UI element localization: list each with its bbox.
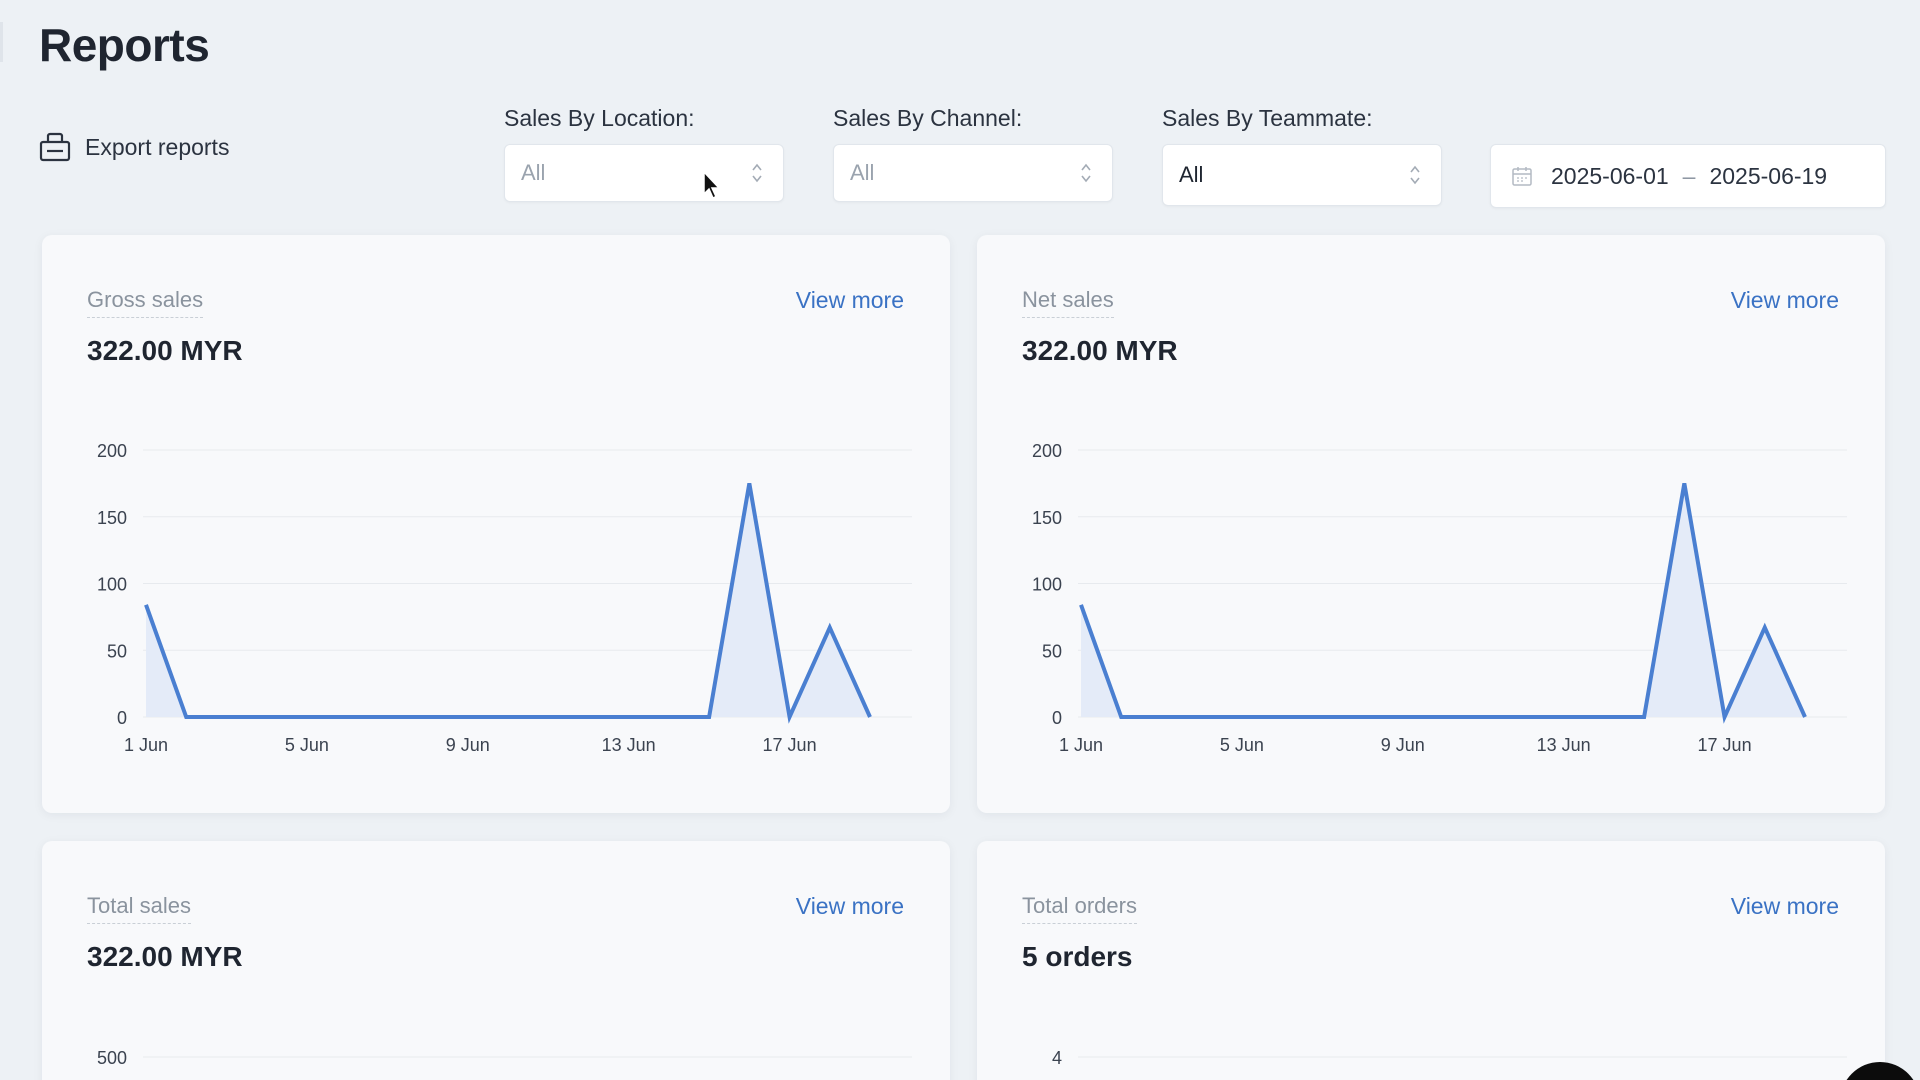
total-orders-chart: 4: [1052, 1048, 1847, 1068]
view-more-link[interactable]: View more: [1730, 287, 1839, 313]
x-tick-label: 9 Jun: [1381, 735, 1425, 755]
export-reports-label: Export reports: [85, 133, 230, 160]
card-title: Gross sales: [87, 287, 204, 318]
y-tick-label: 150: [97, 508, 127, 528]
series-line: [144, 483, 872, 724]
calendar-icon: [1512, 167, 1532, 186]
y-tick-label: 50: [1042, 641, 1062, 661]
date-range-picker[interactable]: 2025-06-01 – 2025-06-19: [1490, 144, 1886, 208]
y-tick-label: 100: [1032, 575, 1062, 595]
y-tick-label: 0: [1052, 708, 1062, 728]
x-tick-label: 17 Jun: [1698, 735, 1752, 755]
select-value: All: [850, 160, 875, 185]
gross-sales-card: Gross sales View more 322.00 MYR 0 50 100 1…: [42, 235, 950, 813]
export-icon: [39, 132, 71, 162]
filter-sales-by-channel: Sales By Channel: All: [833, 104, 1113, 202]
select-value: All: [1179, 162, 1204, 187]
x-tick-label: 17 Jun: [763, 735, 817, 755]
series-area: [1081, 483, 1805, 717]
card-value: 322.00 MYR: [1022, 335, 1178, 366]
chevron-up-down-icon: [752, 163, 762, 183]
y-tick-label: 50: [107, 641, 127, 661]
card-title: Total sales: [87, 893, 191, 924]
y-tick-label: 200: [97, 441, 127, 461]
series-line: [1079, 483, 1807, 724]
net-sales-card: Net sales View more 322.00 MYR 0 50 100 150…: [977, 235, 1885, 813]
card-value: 322.00 MYR: [87, 941, 243, 972]
view-more-link[interactable]: View more: [795, 893, 904, 919]
page-title: Reports: [39, 19, 210, 71]
teammate-select[interactable]: All: [1162, 144, 1442, 206]
series-area: [146, 483, 870, 717]
x-tick-label: 1 Jun: [124, 735, 168, 755]
view-more-link[interactable]: View more: [1730, 893, 1839, 919]
location-select[interactable]: All: [504, 144, 784, 202]
x-tick-label: 9 Jun: [446, 735, 490, 755]
x-tick-label: 13 Jun: [602, 735, 656, 755]
y-tick-label: 500: [97, 1048, 127, 1068]
view-more-link[interactable]: View more: [795, 287, 904, 313]
card-title: Total orders: [1022, 893, 1137, 924]
card-title: Net sales: [1022, 287, 1114, 318]
card-value: 322.00 MYR: [87, 335, 243, 366]
mouse-cursor-icon: [703, 170, 721, 200]
x-tick-label: 5 Jun: [285, 735, 329, 755]
x-tick-label: 1 Jun: [1059, 735, 1103, 755]
y-tick-label: 150: [1032, 508, 1062, 528]
total-sales-card: Total sales View more 322.00 MYR 500: [42, 841, 950, 1080]
export-reports-button[interactable]: Export reports: [39, 130, 229, 164]
channel-select[interactable]: All: [833, 144, 1113, 202]
help-chat-button[interactable]: [1840, 1062, 1920, 1080]
y-tick-label: 0: [117, 708, 127, 728]
filter-sales-by-teammate: Sales By Teammate: All: [1162, 104, 1442, 206]
chevron-up-down-icon: [1410, 165, 1420, 185]
net-sales-chart: 0 50 100 150 200 1 Jun 5 Jun 9 Jun 13 Jun 17 Jun: [1032, 441, 1847, 755]
date-range-start: 2025-06-01: [1551, 162, 1669, 189]
filter-label: Sales By Channel:: [833, 105, 1023, 131]
filter-label: Sales By Location:: [504, 105, 695, 131]
select-value: All: [521, 160, 546, 185]
total-sales-chart: 500: [97, 1048, 912, 1068]
date-range-separator: –: [1682, 162, 1696, 189]
x-tick-label: 5 Jun: [1220, 735, 1264, 755]
x-tick-label: 13 Jun: [1537, 735, 1591, 755]
filter-label: Sales By Teammate:: [1162, 105, 1373, 131]
page-edge-divider: [0, 22, 3, 62]
date-range-end: 2025-06-19: [1709, 162, 1828, 189]
total-orders-card: Total orders View more 5 orders 4: [977, 841, 1885, 1080]
chevron-up-down-icon: [1081, 163, 1091, 183]
y-tick-label: 4: [1052, 1048, 1062, 1068]
filter-sales-by-location: Sales By Location: All: [504, 104, 784, 202]
y-tick-label: 100: [97, 575, 127, 595]
gross-sales-chart: 0 50 100 150 200 1 Jun 5 Jun 9 Jun 13 Jun 17 Jun: [97, 441, 912, 755]
y-tick-label: 200: [1032, 441, 1062, 461]
card-value: 5 orders: [1022, 941, 1133, 972]
